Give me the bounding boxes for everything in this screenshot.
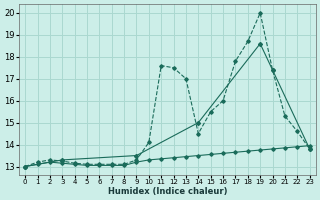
X-axis label: Humidex (Indice chaleur): Humidex (Indice chaleur) [108, 187, 227, 196]
